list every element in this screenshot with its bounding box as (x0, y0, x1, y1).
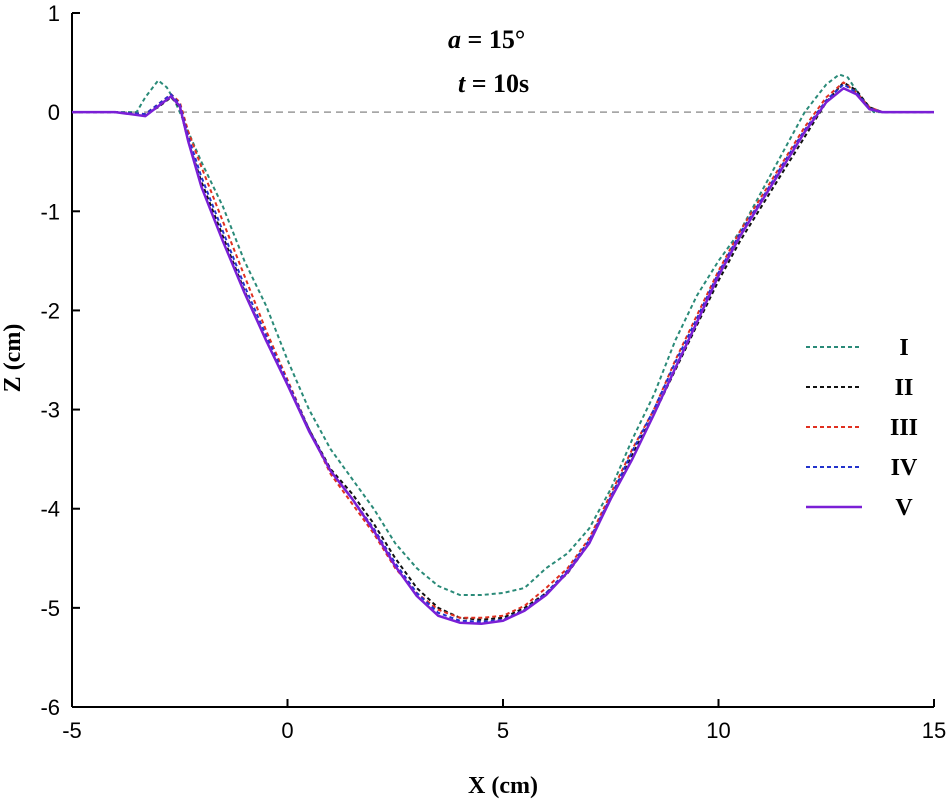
y-tick-label: 0 (48, 100, 60, 125)
series-layer (72, 73, 934, 625)
legend-label-iv: IV (891, 455, 918, 481)
y-tick-label: -3 (40, 398, 60, 423)
series-line-i (72, 73, 934, 596)
y-tick-label: -4 (40, 497, 60, 522)
legend-label-i: I (899, 335, 908, 361)
y-tick-label: 1 (48, 1, 60, 26)
legend-label-v: V (895, 495, 913, 521)
series-line-iii (72, 81, 934, 619)
x-tick-label: 15 (922, 718, 946, 743)
y-axis-title: Z (cm) (0, 324, 26, 393)
annotation-angle: a = 15° (448, 25, 525, 54)
y-tick-label: -5 (40, 596, 60, 621)
x-tick-label: 0 (281, 718, 293, 743)
plot-frame (71, 13, 934, 708)
y-tick-label: -2 (40, 298, 60, 323)
x-axis-title: X (cm) (468, 773, 538, 799)
y-tick-label: -1 (40, 199, 60, 224)
annotation-time: t = 10s (458, 69, 529, 98)
series-line-ii (72, 81, 934, 621)
y-tick-label: -6 (40, 695, 60, 720)
x-tick-label: 5 (497, 718, 509, 743)
x-tick-label: 10 (706, 718, 730, 743)
x-axis-ticks: -5 0 5 10 15 (62, 699, 946, 743)
x-tick-label: -5 (62, 718, 82, 743)
y-axis-ticks: -6 -5 -4 -3 -2 -1 0 1 (40, 1, 80, 720)
legend-label-iii: III (890, 415, 918, 441)
legend-label-ii: II (895, 375, 914, 401)
series-line-v (72, 87, 934, 625)
